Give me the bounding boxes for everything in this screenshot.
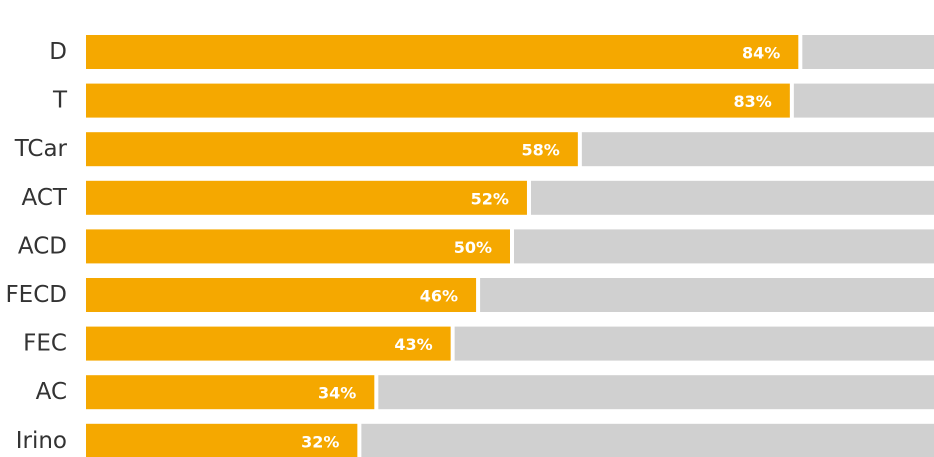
bar-acd [86,229,510,264]
category-label: TCar [14,136,68,162]
bars-layer [86,35,934,457]
bar-remainder-irino [361,423,934,457]
data-label: 32% [301,432,339,451]
data-label: 58% [522,141,560,160]
bar-remainder-t [793,83,934,118]
data-label: 46% [420,287,458,306]
labels-layer: D 84% T 83% TCar 58% ACT 52% ACD 50% FECD 46% FEC 43%… [5,39,780,454]
category-label: T [52,88,68,114]
category-label: ACT [22,185,68,211]
data-label: 84% [742,44,780,63]
bar-fecd [86,278,477,312]
data-label: 83% [734,92,772,111]
category-label: ACD [18,233,67,259]
data-label: 50% [454,238,492,257]
bar-remainder-d [802,35,934,69]
category-label: AC [36,379,67,405]
bar-t [86,83,790,118]
bar-tcar [86,132,578,167]
category-label: D [49,39,67,65]
bar-act [86,180,527,215]
bar-d [86,35,799,69]
bar-fec [86,326,451,361]
category-label: FECD [5,282,67,308]
category-label: Irino [16,428,67,454]
data-label: 52% [471,189,509,208]
bar-remainder-tcar [581,132,934,167]
category-label: FEC [23,331,67,357]
bar-ac [86,375,375,410]
bar-remainder-ac [378,375,934,410]
data-label: 43% [394,335,432,354]
bar-remainder-fecd [480,278,934,312]
data-label: 34% [318,384,356,403]
bar-remainder-act [530,180,934,215]
bar-remainder-fec [454,326,934,361]
bar-irino [86,423,358,457]
bar-remainder-acd [514,229,934,264]
